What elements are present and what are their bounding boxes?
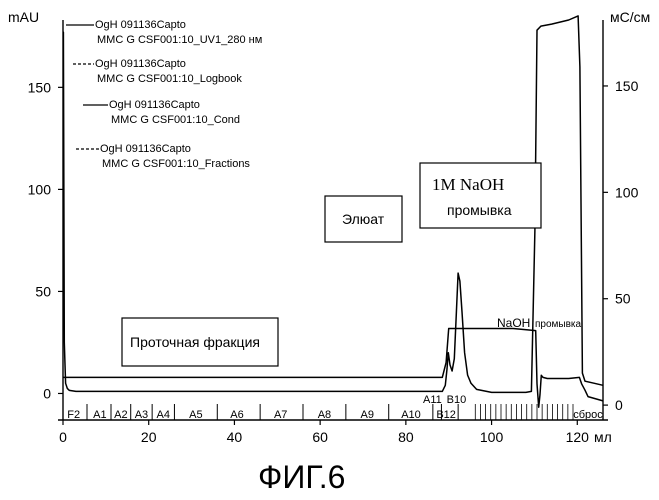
- eluate-annotation: Элюат: [325, 196, 402, 242]
- x-ticks: 0 20 40 60 80 100 120: [59, 420, 589, 445]
- fraction-label-above: B10: [447, 394, 467, 406]
- y-left-ticks: 0 50 100 150: [28, 79, 63, 401]
- y-right-tick-label: 150: [615, 78, 639, 94]
- y-left-tick-label: 100: [28, 181, 52, 197]
- fraction-label: A5: [189, 409, 202, 421]
- y-left-tick-label: 50: [35, 283, 51, 299]
- x-tick-label: 60: [312, 429, 328, 445]
- fraction-label: A7: [274, 409, 287, 421]
- y-left-tick-label: 0: [43, 385, 51, 401]
- legend-label-line1: OgH 091136Capto: [100, 143, 191, 155]
- legend-label-line1: OgH 091136Capto: [109, 99, 200, 111]
- fraction-label: A4: [157, 409, 170, 421]
- flow-through-annotation: Проточная фракция: [122, 318, 278, 366]
- fraction-strip: F2 A1 A2 A3 A4 A5 A6 A7 A8 A9 A10 B12 A11 B10 сброс: [67, 394, 603, 421]
- y-right-axis-label: мС/см: [610, 9, 650, 25]
- legend-label-line2: MMC G CSF001:10_Fractions: [102, 158, 250, 170]
- fraction-label: B12: [436, 409, 456, 421]
- naoh-subtitle: промывка: [447, 202, 512, 218]
- legend-label-line2: MMC G CSF001:10_Cond: [111, 114, 240, 126]
- y-left-tick-label: 150: [28, 79, 52, 95]
- x-tick-label: 120: [566, 429, 590, 445]
- legend-label-line1: OgH 091136Capto: [95, 19, 186, 31]
- y-right-tick-label: 0: [615, 397, 623, 413]
- sbros-label: сброс: [573, 409, 603, 421]
- fraction-label: A3: [135, 409, 148, 421]
- naoh-small-sublabel: промывка: [535, 319, 582, 330]
- x-tick-label: 100: [480, 429, 504, 445]
- legend-label-line2: MMC G CSF001:10_Logbook: [97, 73, 242, 85]
- y-right-tick-label: 100: [615, 184, 639, 200]
- fraction-label: A8: [318, 409, 331, 421]
- fraction-label-above: A11: [423, 394, 442, 406]
- y-right-tick-label: 50: [615, 291, 631, 307]
- naoh-title: 1M NaOH: [432, 175, 504, 194]
- eluate-label: Элюат: [342, 211, 385, 227]
- x-tick-label: 40: [227, 429, 243, 445]
- x-tick-label: 0: [59, 429, 67, 445]
- flow-through-label: Проточная фракция: [130, 334, 260, 350]
- fraction-label: A10: [401, 409, 421, 421]
- fraction-label: F2: [67, 409, 80, 421]
- y-right-ticks: 0 50 100 150: [603, 78, 639, 413]
- fraction-label: A1: [93, 409, 106, 421]
- figure-caption: ФИГ.6: [258, 459, 345, 495]
- fraction-label: A6: [230, 409, 243, 421]
- naoh-annotation: 1M NaOH промывка: [420, 163, 541, 228]
- x-tick-label: 80: [398, 429, 414, 445]
- legend: OgH 091136Capto MMC G CSF001:10_UV1_280 н…: [66, 19, 262, 170]
- fraction-label: A9: [361, 409, 374, 421]
- y-left-axis-label: mAU: [8, 9, 39, 25]
- legend-label-line1: OgH 091136Capto: [95, 58, 186, 70]
- naoh-small-label: NaOH: [497, 316, 530, 330]
- fraction-label: A2: [114, 409, 127, 421]
- x-axis-label: мл: [594, 429, 612, 445]
- legend-label-line2: MMC G CSF001:10_UV1_280 нм: [97, 34, 262, 46]
- x-tick-label: 20: [141, 429, 157, 445]
